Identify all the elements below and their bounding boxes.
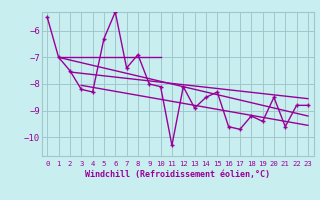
X-axis label: Windchill (Refroidissement éolien,°C): Windchill (Refroidissement éolien,°C) xyxy=(85,170,270,179)
